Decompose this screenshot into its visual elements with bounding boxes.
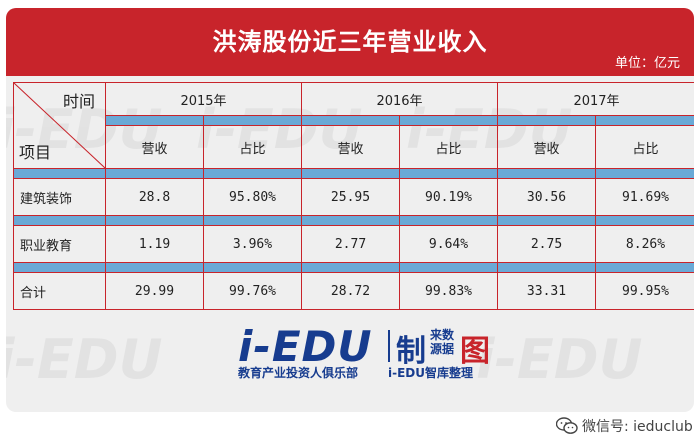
cell: 90.19% [399, 178, 498, 216]
year-2015: 2015年 [105, 82, 302, 116]
cell: 30.56 [497, 178, 596, 216]
cell: 3.96% [203, 225, 302, 263]
wechat-label: 微信号: ieduclub [582, 419, 693, 435]
row-label: 职业教育 [13, 225, 106, 263]
logo-main-text: i-EDU [238, 322, 373, 371]
logo-subtitle-think-tank: i-EDU智库整理 [388, 366, 473, 380]
logo-subtitle-club: 教育产业投资人俱乐部 [238, 366, 359, 380]
separator-row [14, 115, 694, 126]
cell: 95.80% [203, 178, 302, 216]
sub-header-revenue: 营收 [497, 125, 596, 169]
iedu-logo: i-EDU 制 来数 源据 图 教育产业投资人俱乐部 i-EDU智库整理 [238, 322, 490, 392]
logo-tu: 图 [460, 334, 490, 369]
cell: 8.26% [595, 225, 694, 263]
logo-zhi: 制 [396, 334, 426, 369]
row-label: 合计 [13, 272, 106, 310]
cell: 28.8 [105, 178, 204, 216]
watermark: i-EDU [476, 328, 643, 391]
table-card: i-EDU i-EDU i-EDU i-EDU i-EDU 洪涛股份近三年营业收… [6, 8, 694, 412]
unit-label: 单位：亿元 [614, 56, 680, 71]
separator-row [13, 215, 694, 226]
cell: 33.31 [497, 272, 596, 310]
row-label: 建筑装饰 [13, 178, 106, 216]
wechat-id: 微信号: ieduclub [556, 416, 693, 436]
sub-header-share: 占比 [595, 125, 694, 169]
cell: 29.99 [105, 272, 204, 310]
cell: 99.76% [203, 272, 302, 310]
sub-header-revenue: 营收 [301, 125, 400, 169]
cell: 2.77 [301, 225, 400, 263]
separator-row [13, 168, 694, 179]
logo-source: 来数 源据 [430, 328, 455, 356]
cell: 28.72 [301, 272, 400, 310]
header-corner: 时间 项目 [13, 82, 106, 169]
sub-header-share: 占比 [399, 125, 498, 169]
table-row: 建筑装饰 28.8 95.80% 25.95 90.19% 30.56 91.6… [13, 178, 694, 216]
year-2016: 2016年 [301, 82, 498, 116]
year-2017: 2017年 [497, 82, 694, 116]
page-title: 洪涛股份近三年营业收入 [212, 28, 488, 56]
table-row: 职业教育 1.19 3.96% 2.77 9.64% 2.75 8.26% [13, 225, 694, 263]
table-row: 合计 29.99 99.76% 28.72 99.83% 33.31 99.95… [13, 272, 694, 310]
cell: 2.75 [497, 225, 596, 263]
sub-header-revenue: 营收 [105, 125, 204, 169]
logo-divider [388, 330, 390, 362]
wechat-icon [556, 417, 578, 434]
revenue-table: 时间 项目 2015年 2016年 2017年 营收 占比 营收 占比 营收 占… [13, 82, 694, 310]
sub-header-share: 占比 [203, 125, 302, 169]
watermark: i-EDU [6, 328, 163, 391]
header-time: 时间 [62, 92, 95, 111]
cell: 91.69% [595, 178, 694, 216]
cell: 99.83% [399, 272, 498, 310]
cell: 9.64% [399, 225, 498, 263]
separator-row [13, 262, 694, 273]
header-item: 项目 [19, 143, 52, 162]
title-banner: 洪涛股份近三年营业收入 单位：亿元 [6, 8, 694, 76]
cell: 1.19 [105, 225, 204, 263]
cell: 99.95% [595, 272, 694, 310]
cell: 25.95 [301, 178, 400, 216]
